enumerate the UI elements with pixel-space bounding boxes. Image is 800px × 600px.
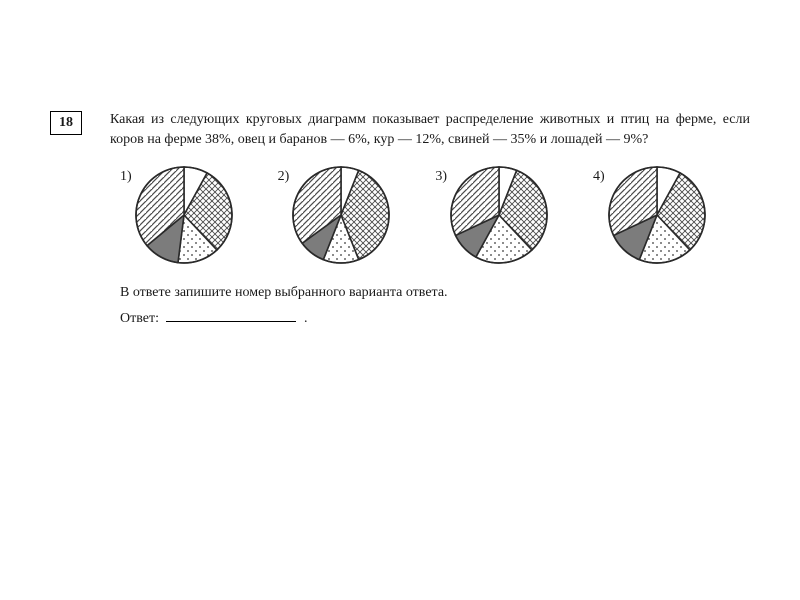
- pie-option: 1): [120, 165, 234, 265]
- option-label: 3): [435, 167, 447, 187]
- question-row: 18 Какая из следующих круговых диаграмм …: [50, 110, 750, 151]
- answer-label: Ответ:: [120, 311, 159, 326]
- answer-line: Ответ: .: [120, 307, 750, 329]
- option-label: 4): [593, 167, 605, 187]
- pie-chart: [134, 165, 234, 265]
- pie-chart: [607, 165, 707, 265]
- footer-instruction: В ответе запишите номер выбранного вариа…: [120, 283, 750, 303]
- answer-suffix: .: [304, 311, 308, 326]
- question-text: Какая из следующих круговых диаграмм пок…: [110, 110, 750, 151]
- pie-chart: [291, 165, 391, 265]
- pie-option: 2): [278, 165, 392, 265]
- question-number-box: 18: [50, 111, 82, 135]
- answer-blank[interactable]: [166, 307, 296, 322]
- option-label: 2): [278, 167, 290, 187]
- option-label: 1): [120, 167, 132, 187]
- pie-chart: [449, 165, 549, 265]
- pie-option: 4): [593, 165, 707, 265]
- exercise-container: 18 Какая из следующих круговых диаграмм …: [50, 110, 750, 329]
- pie-options-row: 1) 2) 3) 4): [120, 165, 750, 265]
- answer-footer: В ответе запишите номер выбранного вариа…: [120, 283, 750, 330]
- pie-option: 3): [435, 165, 549, 265]
- question-number: 18: [59, 115, 73, 130]
